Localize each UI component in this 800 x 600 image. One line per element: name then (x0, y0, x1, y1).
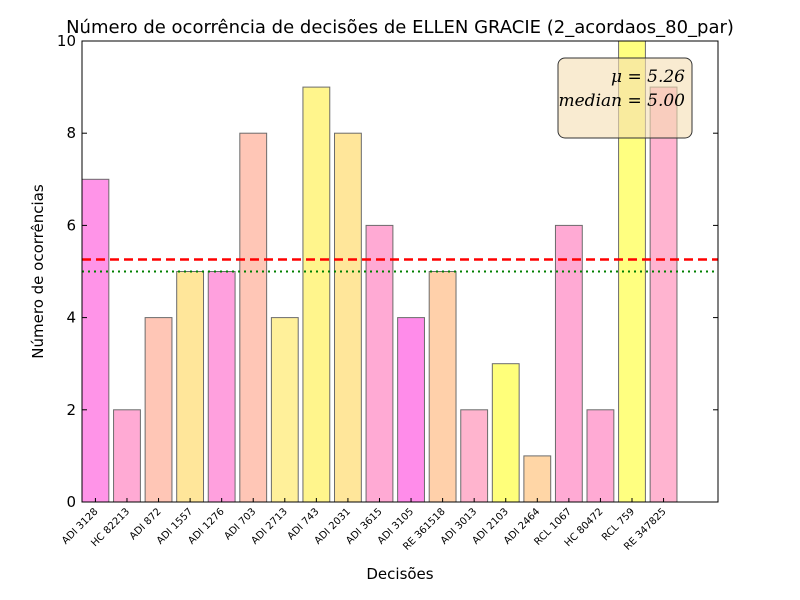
stats-box-background (557, 57, 693, 139)
bar (460, 409, 489, 503)
bar (207, 271, 236, 503)
bar (113, 409, 141, 503)
bar (81, 178, 110, 503)
bar (491, 363, 520, 503)
bar (365, 224, 394, 503)
bar (334, 132, 362, 503)
bar (428, 271, 457, 503)
y-tick-label: 10 (57, 32, 76, 50)
y-tick-label: 0 (66, 493, 76, 511)
bar (239, 132, 268, 503)
bar (523, 455, 552, 503)
plot-frame (81, 40, 719, 503)
y-tick-label: 2 (66, 401, 76, 419)
reference-lines (82, 258, 718, 273)
bars-group (81, 40, 678, 503)
y-axis-label: Número de ocorrências (29, 184, 47, 359)
stats-box: μ = 5.26 median = 5.00 (557, 57, 693, 139)
bar (586, 409, 615, 503)
bar (554, 224, 583, 503)
bar (649, 86, 678, 503)
stats-mean-text: μ = 5.26 (611, 67, 685, 87)
bar (144, 317, 173, 503)
stats-median-text: median = 5.00 (559, 91, 686, 111)
bar (176, 271, 205, 503)
bar (302, 86, 331, 503)
x-axis-label: Decisões (366, 565, 433, 583)
y-tick-label: 4 (66, 309, 76, 327)
bar (270, 317, 299, 503)
chart-title: Número de ocorrência de decisões de ELLE… (66, 17, 734, 38)
y-tick-label: 6 (66, 216, 76, 234)
y-tick-label: 8 (66, 124, 76, 142)
bar (397, 317, 425, 503)
